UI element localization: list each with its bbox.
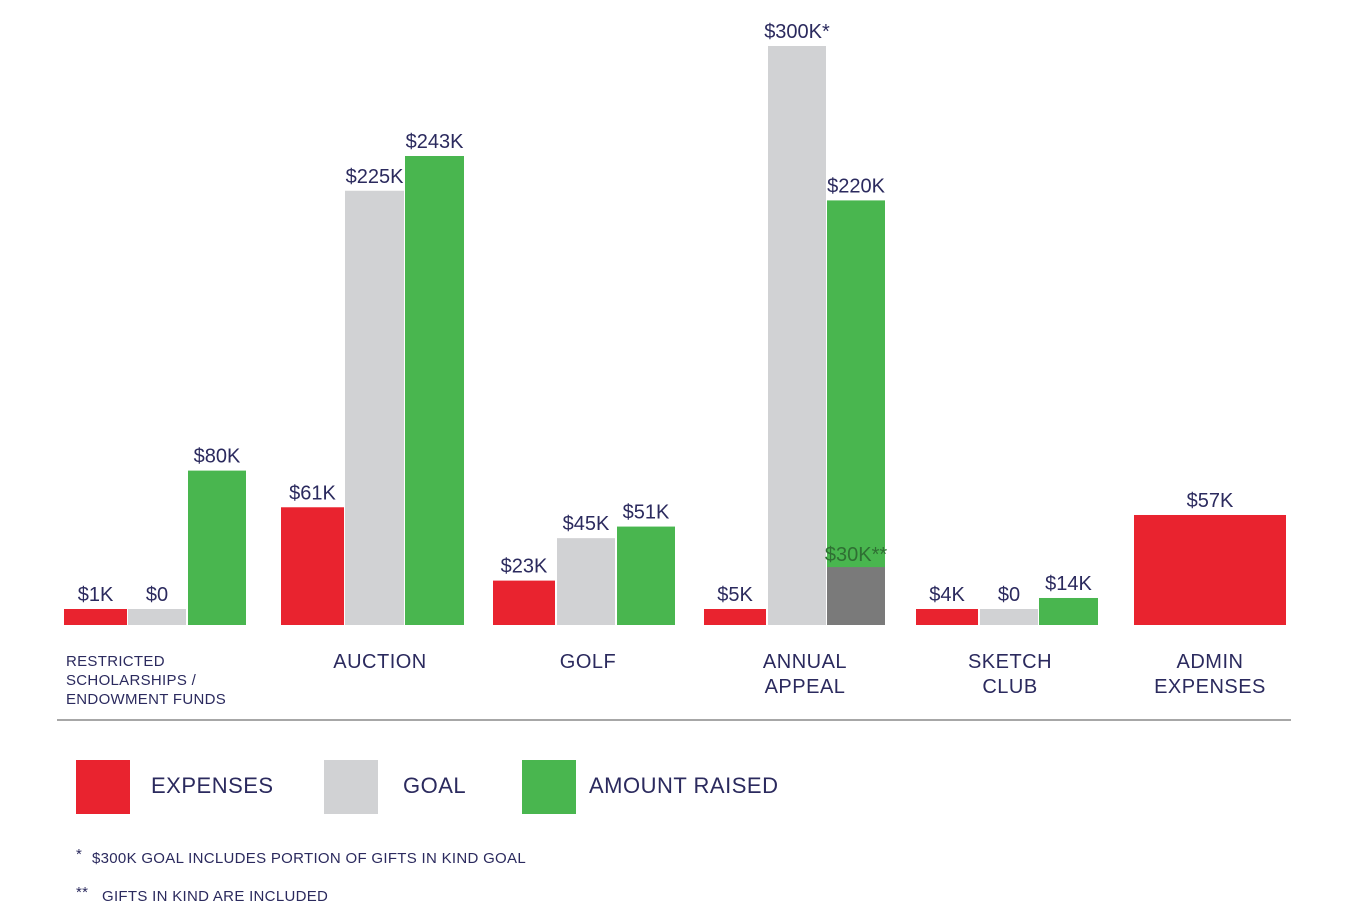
category-label-3-line-1: APPEAL xyxy=(765,676,846,698)
category-label-0-line-2: ENDOWMENT FUNDS xyxy=(66,691,226,708)
legend-label-expenses: EXPENSES xyxy=(151,773,274,798)
category-label-0-line-0: RESTRICTED xyxy=(66,653,165,670)
category-label-0-line-1: SCHOLARSHIPS / xyxy=(66,672,197,689)
value-label-amount-raised-3: $220K xyxy=(827,175,885,197)
footnote-2-text: GIFTS IN KIND ARE INCLUDED xyxy=(102,888,329,905)
footnote-1-mark: * xyxy=(76,846,83,863)
value-label-gifts-in-kind-0: $30K** xyxy=(825,544,887,566)
bar-expenses-4 xyxy=(916,609,978,625)
bar-goal-0 xyxy=(128,609,186,625)
value-label-amount-raised-4: $14K xyxy=(1045,573,1092,595)
bar-goal-4 xyxy=(980,609,1038,625)
value-label-goal-3: $300K* xyxy=(764,21,830,43)
footnote-1: * $300K GOAL INCLUDES PORTION OF GIFTS IN… xyxy=(76,846,526,867)
legend-label-goal: GOAL xyxy=(403,773,467,798)
bar-amount-raised-1 xyxy=(405,156,464,625)
value-label-goal-4: $0 xyxy=(998,584,1020,606)
bar-amount-raised-2 xyxy=(617,526,675,625)
bar-amount-raised-0 xyxy=(188,470,246,625)
bar-goal-3 xyxy=(768,46,826,625)
bar-expenses-3 xyxy=(704,609,766,625)
category-label-5-line-0: ADMIN xyxy=(1177,651,1244,673)
bar-goal-2 xyxy=(557,538,615,625)
value-label-expenses-1: $61K xyxy=(289,482,336,504)
bar-expenses-5 xyxy=(1134,514,1286,625)
category-label-2-line-0: GOLF xyxy=(560,651,616,673)
footnote-2-mark: ** xyxy=(76,884,89,901)
category-label-4-line-1: CLUB xyxy=(982,676,1037,698)
category-label-4-line-0: SKETCH xyxy=(968,651,1052,673)
bar-expenses-1 xyxy=(281,507,344,625)
value-label-amount-raised-2: $51K xyxy=(623,502,670,524)
value-label-expenses-2: $23K xyxy=(501,556,548,578)
value-label-expenses-5: $57K xyxy=(1187,490,1234,512)
category-label-1-line-0: AUCTION xyxy=(333,651,427,673)
footnote-1-text: $300K GOAL INCLUDES PORTION OF GIFTS IN … xyxy=(92,850,526,867)
value-label-expenses-4: $4K xyxy=(929,584,965,606)
value-label-expenses-3: $5K xyxy=(717,584,753,606)
bar-amount-raised-4 xyxy=(1039,597,1098,625)
bar-amount-raised-3 xyxy=(827,200,885,625)
value-label-amount-raised-1: $243K xyxy=(406,131,464,153)
value-label-goal-2: $45K xyxy=(563,513,610,535)
value-label-expenses-0: $1K xyxy=(78,584,114,606)
legend-swatch-goal xyxy=(324,760,378,814)
value-label-goal-0: $0 xyxy=(146,584,168,606)
bar-expenses-2 xyxy=(493,580,555,625)
category-label-5-line-1: EXPENSES xyxy=(1154,676,1266,698)
value-label-amount-raised-0: $80K xyxy=(194,446,241,468)
bar-expenses-0 xyxy=(64,609,127,625)
bar-goal-1 xyxy=(345,190,404,625)
legend-label-amount-raised: AMOUNT RAISED xyxy=(589,773,779,798)
value-label-goal-1: $225K xyxy=(346,166,404,188)
category-label-3-line-0: ANNUAL xyxy=(763,651,847,673)
legend-swatch-expenses xyxy=(76,760,130,814)
bar-gifts-in-kind-0 xyxy=(827,567,885,625)
footnote-2: ** GIFTS IN KIND ARE INCLUDED xyxy=(76,884,328,905)
fundraising-bar-chart: $1K $0 $80K RESTRICTED SCHOLARSHIPS / ENDOWME… xyxy=(57,21,1291,721)
legend-swatch-amount-raised xyxy=(522,760,576,814)
